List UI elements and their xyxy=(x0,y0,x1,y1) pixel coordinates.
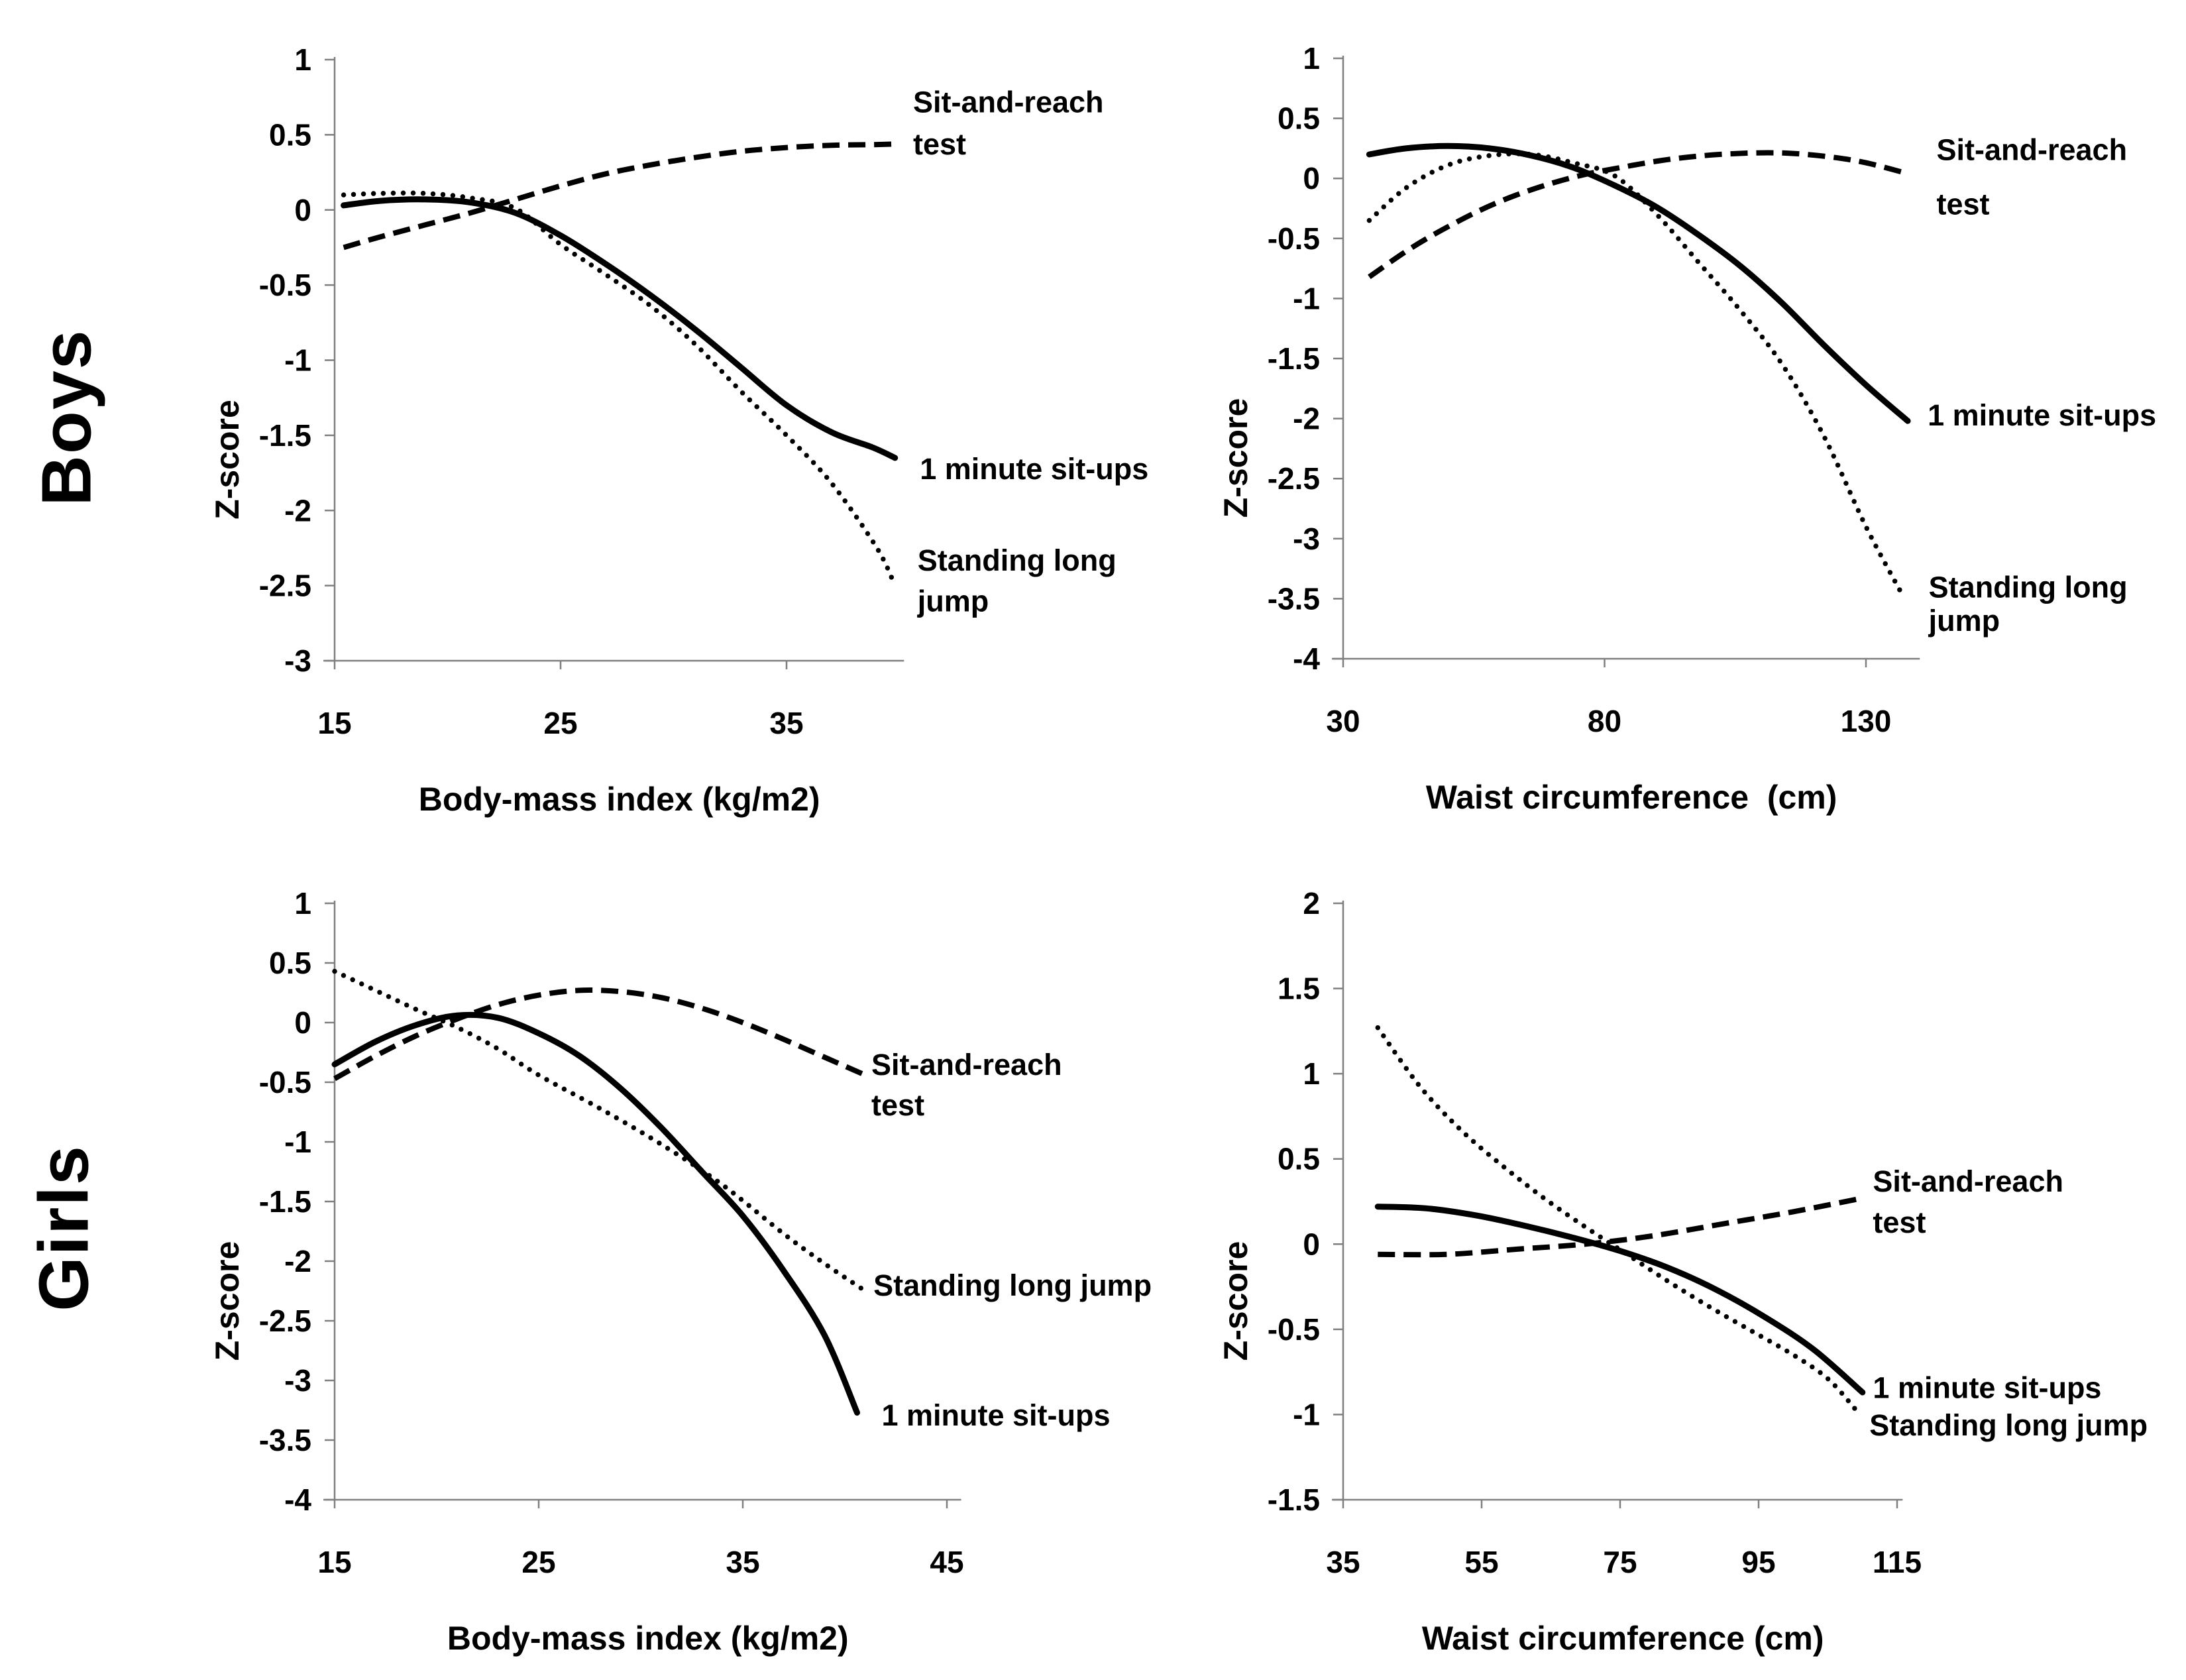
y-tick-label: 1 xyxy=(294,42,311,77)
series-label: Standing long jump xyxy=(1869,1408,2148,1442)
x-tick-label: 55 xyxy=(1464,1545,1498,1579)
y-tick-label: -1 xyxy=(284,1125,311,1159)
x-tick-label: 25 xyxy=(521,1545,555,1579)
series-label: jump xyxy=(1928,604,2000,638)
y-tick-label: -1.5 xyxy=(259,1184,311,1219)
y-tick-label: -4 xyxy=(1293,642,1320,676)
y-axis-title: Z-score xyxy=(1217,398,1254,518)
y-tick-label: -1 xyxy=(1293,281,1320,315)
chart-boys-waist: 1 0.5 0 -0.5 -1 -1.5 -2 -2.5 -3 -3.5 -430 80 130 Z-sc… xyxy=(1217,41,2156,816)
series-curve-solid xyxy=(331,1011,860,1416)
series-label: Sit-and-reach xyxy=(913,85,1104,119)
y-tick-label: -3.5 xyxy=(1268,581,1320,616)
y-tick-label: 0.5 xyxy=(1278,101,1320,136)
x-tick-label: 30 xyxy=(1326,704,1360,738)
y-tick-label: -1 xyxy=(284,343,311,378)
y-tick-label: 0.5 xyxy=(269,117,311,152)
y-tick-label: 0 xyxy=(294,193,311,227)
x-tick-label: 130 xyxy=(1841,704,1892,738)
series-curve-solid xyxy=(341,196,899,461)
y-tick-label: 2 xyxy=(1303,886,1320,921)
y-tick-label: -3.5 xyxy=(259,1423,311,1457)
y-tick-label: -3 xyxy=(284,1363,311,1398)
x-tick-label: 15 xyxy=(317,706,351,740)
y-tick-label: -1.5 xyxy=(1268,341,1320,376)
y-tick-label: 1 xyxy=(1303,1056,1320,1091)
y-tick-label: 1.5 xyxy=(1278,972,1320,1006)
series-label: 1 minute sit-ups xyxy=(881,1398,1110,1432)
y-axis-title: Z-score xyxy=(209,1241,246,1361)
chart-girls-waist: 2 1.5 1 0.5 0 -0.5 -1 -1.535 55 75 95 115 Z-score Wai… xyxy=(1217,886,2148,1657)
series-curve-solid xyxy=(1366,142,1911,424)
x-tick-label: 75 xyxy=(1603,1545,1637,1579)
chart-girls-bmi: 1 0.5 0 -0.5 -1 -1.5 -2 -2.5 -3 -3.5 -415 25 35 45 Z-s… xyxy=(209,886,1152,1657)
x-axis-title: Body-mass index (kg/m2) xyxy=(419,781,820,818)
x-tick-label: 35 xyxy=(726,1545,759,1579)
y-tick-label: 0 xyxy=(1303,161,1320,196)
y-tick-label: -0.5 xyxy=(259,268,311,302)
series-curve-dashed xyxy=(333,987,867,1082)
series-label: jump xyxy=(917,584,989,618)
series-label: 1 minute sit-ups xyxy=(1928,398,2156,432)
y-tick-label: 0 xyxy=(294,1005,311,1040)
x-tick-label: 35 xyxy=(1326,1545,1360,1579)
chart-boys-bmi: 1 0.5 0 -0.5 -1 -1.5 -2 -2.5 -315 25 35 Z-score Body… xyxy=(209,42,1148,818)
series-label: test xyxy=(913,127,966,161)
series-label: Standing long xyxy=(918,543,1117,577)
x-axis-title: Waist circumference (cm) xyxy=(1426,779,1837,816)
series-label: 1 minute sit-ups xyxy=(1873,1371,2101,1404)
series-label: test xyxy=(871,1088,924,1122)
series-label: Sit-and-reach xyxy=(1873,1164,2063,1198)
y-tick-label: -2.5 xyxy=(1268,461,1320,496)
series-label: test xyxy=(1937,187,1990,221)
x-tick-label: 15 xyxy=(317,1545,351,1579)
y-tick-label: -0.5 xyxy=(259,1065,311,1099)
x-tick-label: 45 xyxy=(930,1545,963,1579)
x-tick-label: 80 xyxy=(1588,704,1621,738)
series-label: 1 minute sit-ups xyxy=(920,452,1148,486)
series-label: Standing long xyxy=(1929,570,2128,604)
x-tick-label: 95 xyxy=(1741,1545,1775,1579)
x-tick-label: 25 xyxy=(543,706,577,740)
series-curve-dotted xyxy=(332,968,868,1294)
y-tick-label: -3 xyxy=(1293,522,1320,556)
y-tick-label: -0.5 xyxy=(1268,221,1320,256)
y-tick-label: 0.5 xyxy=(269,946,311,980)
y-tick-label: -1.5 xyxy=(259,418,311,453)
y-tick-label: -3 xyxy=(284,644,311,678)
series-curve-dashed xyxy=(1378,1195,1863,1258)
y-tick-label: 0 xyxy=(1303,1227,1320,1261)
y-tick-label: -2 xyxy=(284,1244,311,1278)
series-curve-dotted xyxy=(341,190,898,588)
series-label: Sit-and-reach xyxy=(871,1048,1062,1082)
series-curve-dotted xyxy=(1366,151,1905,598)
y-axis-title: Z-score xyxy=(209,400,246,520)
y-tick-label: 1 xyxy=(1303,41,1320,76)
x-tick-label: 35 xyxy=(769,706,803,740)
series-curve-dashed xyxy=(343,141,900,251)
y-axis-title: Z-score xyxy=(1217,1241,1254,1361)
x-axis-title: Body-mass index (kg/m2) xyxy=(447,1620,849,1657)
y-tick-label: 1 xyxy=(294,886,311,921)
series-curve-solid xyxy=(1374,1204,1866,1396)
series-label: Sit-and-reach xyxy=(1937,133,2128,167)
y-tick-label: -2 xyxy=(1293,402,1320,436)
y-tick-label: -4 xyxy=(284,1483,311,1517)
series-label: Standing long jump xyxy=(873,1268,1152,1302)
x-tick-label: 115 xyxy=(1873,1545,1922,1579)
y-tick-label: -2.5 xyxy=(259,1304,311,1338)
series-curve-dashed xyxy=(1368,150,1909,280)
y-tick-label: 0.5 xyxy=(1278,1142,1320,1176)
y-tick-label: -2.5 xyxy=(259,569,311,603)
y-tick-label: -1.5 xyxy=(1268,1483,1320,1517)
series-curve-dotted xyxy=(1375,1025,1859,1412)
series-label: test xyxy=(1873,1205,1926,1239)
y-tick-label: -2 xyxy=(284,493,311,528)
y-tick-label: -1 xyxy=(1293,1397,1320,1431)
x-axis-title: Waist circumference (cm) xyxy=(1422,1620,1824,1657)
y-tick-label: -0.5 xyxy=(1268,1312,1320,1347)
